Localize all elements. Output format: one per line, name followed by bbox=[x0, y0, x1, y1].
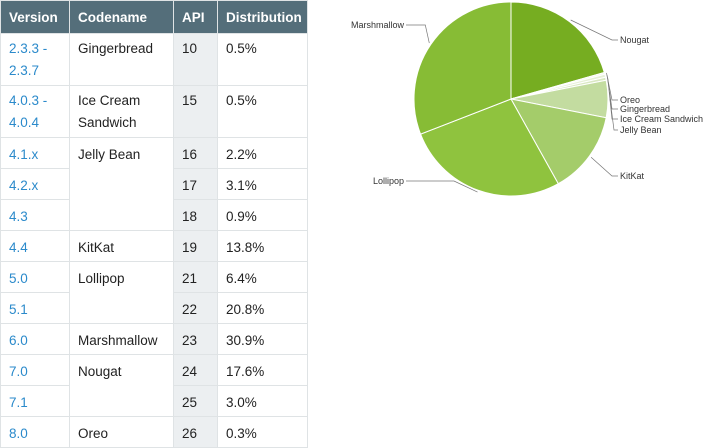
table-row: 2.3.3 - 2.3.7 Gingerbread 10 0.5% bbox=[0, 33, 308, 86]
slice-label: Marshmallow bbox=[351, 20, 405, 30]
api-cell: 23 bbox=[173, 323, 218, 355]
pie-slice-kitkat bbox=[510, 98, 607, 185]
table-row: 7.1 25 3.0% bbox=[0, 385, 308, 417]
codename-cell: Jelly Bean bbox=[69, 137, 174, 231]
api-cell: 24 bbox=[173, 354, 218, 386]
api-cell: 17 bbox=[173, 168, 218, 200]
slice-label: KitKat bbox=[620, 171, 645, 181]
slice-label: Lollipop bbox=[373, 176, 404, 186]
codename-cell: Gingerbread bbox=[69, 33, 174, 86]
version-link[interactable]: 4.4 bbox=[0, 230, 70, 262]
distribution-cell: 20.8% bbox=[217, 292, 308, 324]
distribution-cell: 0.5% bbox=[217, 33, 308, 86]
api-cell: 16 bbox=[173, 137, 218, 169]
slice-label: Nougat bbox=[620, 35, 650, 45]
api-cell: 21 bbox=[173, 261, 218, 293]
header-distribution: Distribution bbox=[217, 0, 308, 34]
api-cell: 10 bbox=[173, 33, 218, 86]
table-row: 5.1 22 20.8% bbox=[0, 292, 308, 324]
version-link[interactable]: 4.3 bbox=[0, 199, 70, 231]
version-link[interactable]: 4.1.x bbox=[0, 137, 70, 169]
header-codename: Codename bbox=[69, 0, 174, 34]
distribution-cell: 30.9% bbox=[217, 323, 308, 355]
version-link[interactable]: 5.0 bbox=[0, 261, 70, 293]
leader-line bbox=[606, 75, 618, 110]
header-version: Version bbox=[0, 0, 70, 34]
table-row: 4.0.3 - 4.0.4 Ice Cream Sandwich 15 0.5% bbox=[0, 85, 308, 138]
distribution-cell: 3.0% bbox=[217, 385, 308, 417]
leader-line bbox=[609, 98, 618, 131]
codename-cell: Lollipop bbox=[69, 261, 174, 324]
version-link[interactable]: 4.2.x bbox=[0, 168, 70, 200]
table-row: 4.1.x Jelly Bean 16 2.2% bbox=[0, 137, 308, 231]
table-row: 7.0 Nougat 24 17.6% bbox=[0, 354, 308, 417]
version-link[interactable]: 6.0 bbox=[0, 323, 70, 355]
distribution-cell: 2.2% bbox=[217, 137, 308, 169]
slice-label: Gingerbread bbox=[620, 104, 670, 114]
distribution-cell: 3.1% bbox=[217, 168, 308, 200]
api-cell: 19 bbox=[173, 230, 218, 262]
api-cell: 15 bbox=[173, 85, 218, 138]
distribution-cell: 17.6% bbox=[217, 354, 308, 386]
slice-label: Jelly Bean bbox=[620, 125, 662, 135]
codename-cell: KitKat bbox=[69, 230, 174, 262]
table-row: 5.0 Lollipop 21 6.4% bbox=[0, 261, 308, 324]
api-cell: 22 bbox=[173, 292, 218, 324]
distribution-cell: 0.5% bbox=[217, 85, 308, 138]
version-link[interactable]: 7.0 bbox=[0, 354, 70, 386]
version-link[interactable]: 8.0 bbox=[0, 416, 70, 448]
codename-cell: Oreo bbox=[69, 416, 174, 448]
version-link[interactable]: 5.1 bbox=[0, 292, 70, 324]
version-link[interactable]: 4.0.3 - 4.0.4 bbox=[0, 85, 70, 138]
version-link[interactable]: 2.3.3 - 2.3.7 bbox=[0, 33, 70, 86]
api-cell: 18 bbox=[173, 199, 218, 231]
distribution-cell: 6.4% bbox=[217, 261, 308, 293]
version-link[interactable]: 7.1 bbox=[0, 385, 70, 417]
header-api: API bbox=[173, 0, 218, 34]
slice-label: Oreo bbox=[620, 95, 640, 105]
table-row: 6.0 Marshmallow 23 30.9% bbox=[0, 323, 308, 355]
pie-slice-nougat bbox=[510, 1, 605, 100]
api-cell: 25 bbox=[173, 385, 218, 417]
table-row: 4.4 KitKat 19 13.8% bbox=[0, 230, 308, 262]
codename-cell: Marshmallow bbox=[69, 323, 174, 355]
leader-line bbox=[570, 19, 618, 41]
leader-line bbox=[607, 78, 618, 120]
distribution-cell: 13.8% bbox=[217, 230, 308, 262]
table-row: 8.0 Oreo 26 0.3% bbox=[0, 416, 308, 448]
api-cell: 26 bbox=[173, 416, 218, 448]
leader-line bbox=[406, 24, 430, 44]
distribution-cell: 0.3% bbox=[217, 416, 308, 448]
codename-cell: Nougat bbox=[69, 354, 174, 417]
pie-slice-marshmallow bbox=[413, 1, 512, 135]
leader-line bbox=[590, 156, 618, 177]
slice-label: Ice Cream Sandwich bbox=[620, 114, 703, 124]
distribution-cell: 0.9% bbox=[217, 199, 308, 231]
distribution-table: Version Codename API Distribution 2.3.3 … bbox=[0, 0, 308, 448]
table-row: 4.2.x 17 3.1% bbox=[0, 168, 308, 200]
leader-line bbox=[406, 180, 478, 193]
pie-slice-lollipop bbox=[419, 98, 559, 197]
codename-cell: Ice Cream Sandwich bbox=[69, 85, 174, 138]
